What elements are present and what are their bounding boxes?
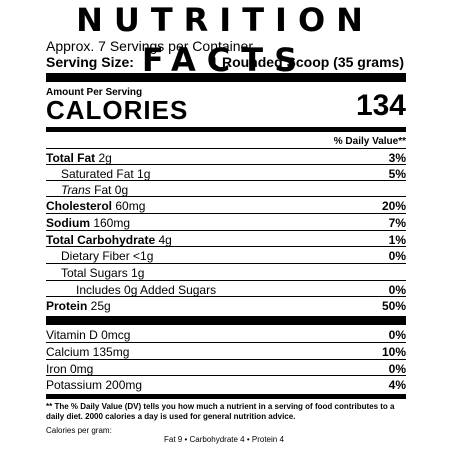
nutrient-row: Trans Fat 0g xyxy=(46,182,406,198)
serving-size-row: Serving Size: 1 Rounded Scoop (35 grams) xyxy=(46,54,404,70)
vitamin-daily-value: 0% xyxy=(388,362,406,376)
row-divider xyxy=(46,148,406,149)
row-divider xyxy=(46,359,406,360)
nutrient-row: Includes 0g Added Sugars 0% xyxy=(46,282,406,298)
nutrient-daily-value: 1% xyxy=(388,233,406,247)
footnote: ** The % Daily Value (DV) tells you how … xyxy=(46,402,395,421)
nutrient-row: Saturated Fat 1g 5% xyxy=(46,166,406,182)
nutrient-name: Cholesterol 60mg xyxy=(46,199,146,213)
row-divider xyxy=(46,180,406,181)
nutrient-name: Total Fat 2g xyxy=(46,151,112,165)
vitamin-daily-value: 10% xyxy=(381,345,406,359)
nutrient-daily-value: 50% xyxy=(381,299,406,313)
row-divider xyxy=(46,196,406,197)
row-divider xyxy=(46,246,406,247)
label-title: NUTRITION FACTS xyxy=(76,1,374,79)
divider-footnote xyxy=(46,394,406,399)
vitamin-daily-value: 0% xyxy=(388,328,406,342)
row-divider xyxy=(46,213,406,214)
vitamin-row: Iron 0mg 0% xyxy=(46,361,406,377)
nutrient-row: Protein 25g 50% xyxy=(46,298,406,314)
row-divider xyxy=(46,164,406,165)
servings-per-container: Approx. 7 Servings per Container xyxy=(46,38,253,54)
row-divider xyxy=(46,296,406,297)
row-divider xyxy=(46,342,406,343)
nutrient-daily-value: 5% xyxy=(388,167,406,181)
calories-label: CALORIES xyxy=(46,95,189,125)
row-divider xyxy=(46,230,406,231)
amount-per-serving: Amount Per Serving xyxy=(46,87,143,98)
calories-per-gram-label: Calories per gram: xyxy=(46,426,112,435)
serving-size-label: Serving Size: xyxy=(46,54,134,70)
vitamin-name: Calcium 135mg xyxy=(46,345,130,359)
nutrient-daily-value: 0% xyxy=(388,249,406,263)
vitamin-name: Vitamin D 0mcg xyxy=(46,328,131,342)
row-divider xyxy=(46,375,406,376)
nutrient-row: Dietary Fiber <1g 0% xyxy=(46,248,406,264)
nutrient-row: Total Carbohydrate 4g 1% xyxy=(46,232,406,248)
vitamin-row: Potassium 200mg 4% xyxy=(46,377,406,393)
nutrient-name: Trans Fat 0g xyxy=(61,183,129,197)
vitamin-row: Vitamin D 0mcg 0% xyxy=(46,327,406,343)
serving-size-value: 1 Rounded Scoop (35 grams) xyxy=(210,54,404,70)
nutrient-name: Includes 0g Added Sugars xyxy=(76,283,217,297)
vitamin-daily-value: 4% xyxy=(388,378,406,392)
divider-medium xyxy=(46,127,406,132)
vitamin-row: Calcium 135mg 10% xyxy=(46,344,406,360)
nutrient-daily-value: 0% xyxy=(388,283,406,297)
nutrient-name: Total Sugars 1g xyxy=(61,266,145,280)
nutrient-daily-value: 20% xyxy=(381,199,406,213)
nutrient-row: Cholesterol 60mg 20% xyxy=(46,198,406,214)
nutrient-name: Dietary Fiber <1g xyxy=(61,249,154,263)
vitamin-name: Potassium 200mg xyxy=(46,378,143,392)
nutrient-row: Total Sugars 1g xyxy=(46,265,406,281)
nutrient-name: Sodium 160mg xyxy=(46,216,131,230)
nutrient-row: Sodium 160mg 7% xyxy=(46,215,406,231)
nutrient-name: Total Carbohydrate 4g xyxy=(46,233,172,247)
row-divider xyxy=(46,280,406,281)
nutrient-row: Total Fat 2g 3% xyxy=(46,150,406,166)
nutrient-name: Saturated Fat 1g xyxy=(61,167,151,181)
calories-value: 134 xyxy=(355,89,406,122)
row-divider xyxy=(46,263,406,264)
nutrient-daily-value: 7% xyxy=(388,216,406,230)
vitamin-name: Iron 0mg xyxy=(46,362,94,376)
divider-thick-vitamins xyxy=(46,316,406,325)
daily-value-header: % Daily Value** xyxy=(333,136,406,147)
calories-per-gram-values: Fat 9 • Carbohydrate 4 • Protein 4 xyxy=(164,435,284,444)
nutrient-name: Protein 25g xyxy=(46,299,111,313)
nutrient-daily-value: 3% xyxy=(388,151,406,165)
divider-thick xyxy=(46,73,406,82)
